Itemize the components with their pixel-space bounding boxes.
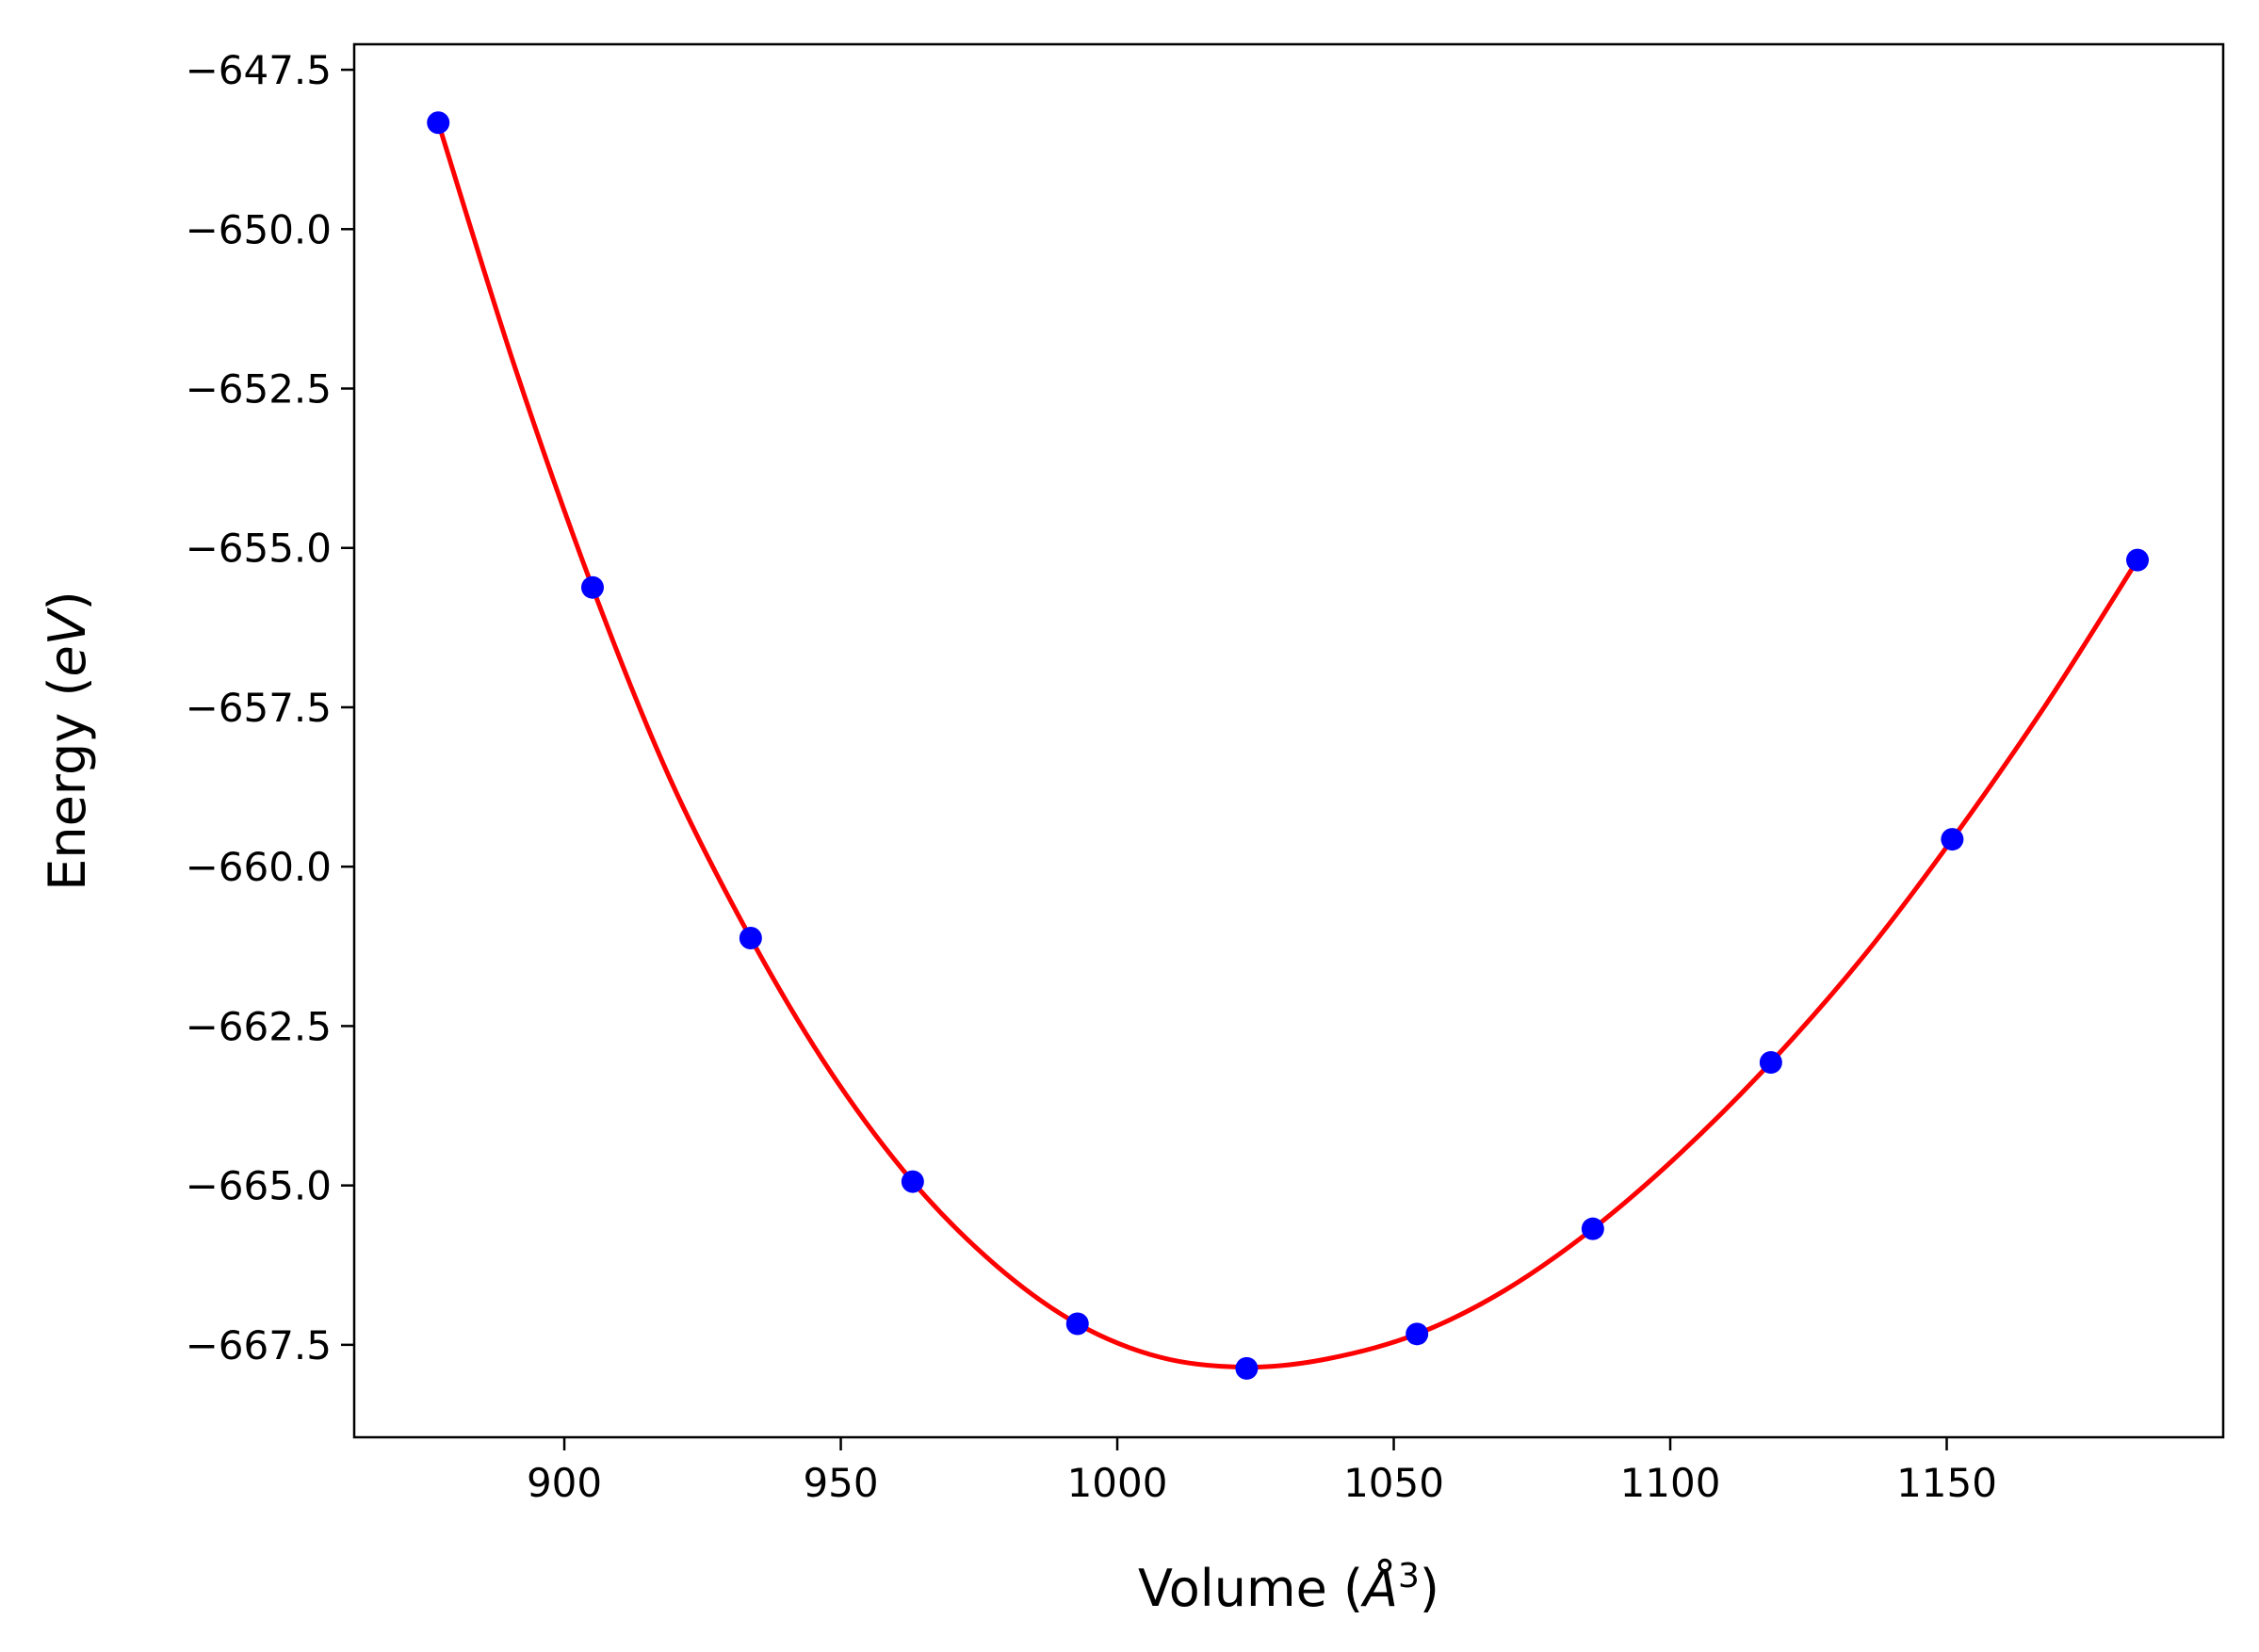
data-point: [1235, 1356, 1259, 1380]
y-tick-label: −665.0: [186, 1163, 332, 1209]
y-tick-label: −657.5: [186, 685, 332, 731]
y-tick-label: −660.0: [186, 844, 332, 890]
data-point: [1065, 1312, 1089, 1336]
x-axis-ticks: 900 950 1000 1050 1100 1150: [527, 1437, 1997, 1506]
data-point: [2126, 548, 2150, 572]
data-point: [427, 111, 450, 135]
data-point: [1581, 1217, 1604, 1240]
y-tick-label: −667.5: [186, 1322, 332, 1369]
data-point: [1941, 828, 1964, 851]
x-tick-label: 950: [803, 1460, 878, 1506]
y-tick-label: −650.0: [186, 206, 332, 252]
y-tick-label: −647.5: [186, 47, 332, 93]
fit-curve: [435, 121, 2140, 1370]
y-tick-label: −662.5: [186, 1003, 332, 1049]
x-tick-label: 1100: [1620, 1460, 1721, 1506]
plot-frame: [352, 42, 2225, 1439]
data-point: [739, 926, 762, 949]
y-axis-label: Energy (eV): [38, 591, 97, 891]
plot-area: [427, 111, 2150, 1380]
data-point: [901, 1170, 924, 1193]
data-point: [1406, 1322, 1429, 1346]
x-tick-label: 900: [527, 1460, 602, 1506]
x-tick-label: 1050: [1343, 1460, 1444, 1506]
x-tick-label: 1150: [1896, 1460, 1997, 1506]
x-axis-label: Volume (Å3): [1138, 1557, 1439, 1618]
data-point: [1759, 1050, 1782, 1074]
data-points: [427, 111, 2150, 1380]
data-point: [580, 575, 604, 599]
y-tick-label: −652.5: [186, 366, 332, 413]
x-tick-label: 1000: [1067, 1460, 1168, 1506]
x-axis-label-superscript: 3: [1398, 1557, 1420, 1595]
y-tick-label: −655.0: [186, 526, 332, 572]
y-axis-ticks: −647.5 −650.0 −652.5 −655.0 −657.5 −660.0 −662…: [186, 47, 354, 1369]
